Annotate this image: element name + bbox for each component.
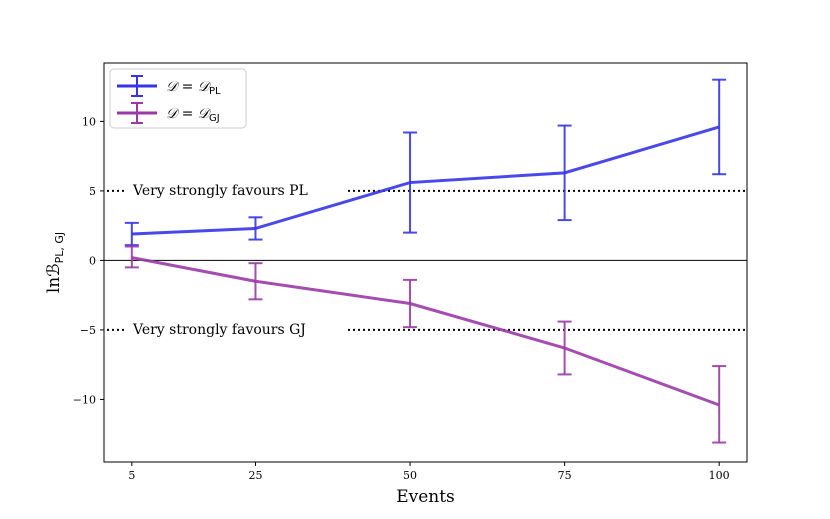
series-layer: [124, 78, 727, 444]
annotation-text: Very strongly favours PL: [132, 183, 308, 199]
series-1: [124, 245, 727, 444]
y-tick-label: 10: [82, 115, 96, 128]
threshold-lines: [107, 189, 747, 331]
x-axis: 5 25 50 75 100: [128, 462, 730, 482]
y-axis: −10 −5 0 5 10: [73, 115, 104, 406]
series-0: [124, 78, 727, 247]
x-tick-label: 5: [128, 469, 135, 482]
legend-item: 𝒟 = 𝒟GJ: [117, 102, 220, 124]
legend-label-main: 𝒟 = 𝒟: [166, 106, 212, 122]
y-tick-label: −10: [73, 393, 96, 406]
y-tick-label: 5: [89, 185, 96, 198]
y-axis-label-main: lnℬ: [44, 263, 64, 293]
y-axis-label-sub: PL, GJ: [53, 232, 66, 264]
x-tick-label: 50: [403, 469, 417, 482]
annotation-text: Very strongly favours GJ: [132, 322, 306, 338]
x-tick-label: 25: [248, 469, 262, 482]
y-tick-label: −5: [80, 324, 96, 337]
plot-frame: [103, 62, 748, 463]
x-axis-label: Events: [396, 487, 455, 507]
series-line: [131, 125, 720, 236]
legend-label: 𝒟 = 𝒟GJ: [166, 106, 220, 124]
legend-label: 𝒟 = 𝒟PL: [166, 79, 221, 97]
x-tick-label: 100: [709, 469, 730, 482]
y-axis-label: lnℬPL, GJ: [44, 232, 66, 293]
legend-item: 𝒟 = 𝒟PL: [117, 75, 221, 97]
legend-label-sub: PL: [209, 86, 221, 97]
annotations: Very strongly favours PL Very strongly fa…: [132, 183, 308, 338]
legend-label-main: 𝒟 = 𝒟: [166, 79, 212, 95]
y-tick-label: 0: [89, 254, 96, 267]
x-tick-label: 75: [558, 469, 572, 482]
legend-label-sub: GJ: [209, 113, 220, 124]
